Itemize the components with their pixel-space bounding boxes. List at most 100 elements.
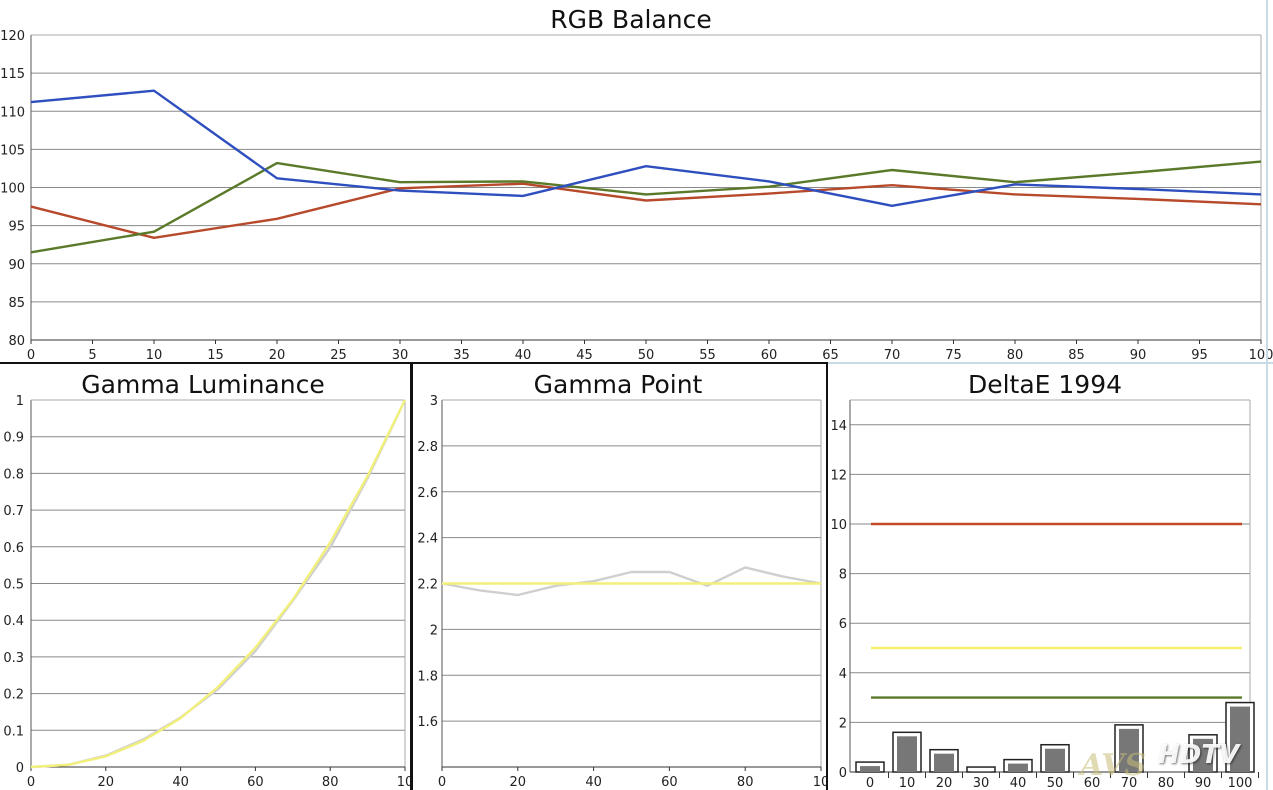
deltae-bar	[971, 771, 991, 772]
gamma-luminance-chart: 0 0.1 0.2 0.3 0.4 0.5 0.6 0.7 0.8 0.9 1 Gamma Lumin…	[3, 370, 413, 790]
gamma-lum-y-tick-label: 1	[16, 394, 24, 409]
rgb-x-tick-label: 40	[515, 348, 532, 363]
deltae-y-tick-label: 6	[839, 617, 847, 632]
rgb-x-tick-label: 55	[699, 348, 716, 363]
gamma-point-x-tick-label: 20	[510, 775, 527, 790]
watermark-logo: AVS HDTV	[1080, 740, 1266, 788]
rgb-series-line	[30, 160, 1262, 254]
gamma-lum-y-tick-label: 0.2	[3, 688, 24, 703]
deltae-y-tick-label: 4	[839, 667, 847, 682]
rgb-x-tick-label: 95	[1191, 348, 1208, 363]
gamma-lum-y-tick-label: 0.7	[3, 504, 24, 519]
rgb-x-tick-label: 35	[453, 348, 470, 363]
deltae-title: DeltaE 1994	[968, 370, 1122, 399]
rgb-y-tick-label: 105	[0, 143, 25, 158]
rgb-series-line	[30, 182, 1262, 240]
deltae-x-tick-label: 60	[1084, 776, 1101, 790]
deltae-bar	[897, 736, 917, 772]
gamma-lum-x-tick-label: 0	[27, 775, 35, 790]
gamma-point-y-tick-label: 2	[430, 623, 438, 638]
rgb-x-tick-label: 75	[945, 348, 962, 363]
rgb-y-tick-label: 85	[8, 296, 25, 311]
deltae-x-tick-label: 10	[899, 776, 916, 790]
deltae-bar	[1230, 706, 1250, 772]
rgb-x-tick-label: 20	[269, 348, 286, 363]
rgb-y-tick-label: 100	[0, 182, 25, 197]
gamma-point-y-tick-label: 1.8	[417, 669, 438, 684]
deltae-y-tick-label: 8	[839, 568, 847, 583]
panel-divider-horizontal	[0, 362, 828, 364]
rgb-x-tick-label: 45	[576, 348, 593, 363]
deltae-x-tick-label: 20	[936, 776, 953, 790]
gamma-point-y-tick-label: 2.8	[417, 440, 438, 455]
rgb-y-tick-label: 115	[0, 67, 25, 82]
deltae-bar	[1193, 738, 1213, 772]
gamma-lum-y-tick-label: 0.6	[3, 541, 24, 556]
deltae-bar	[1045, 748, 1065, 772]
gamma-point-y-tick-label: 3	[430, 394, 438, 409]
gamma-point-x-tick-label: 0	[438, 775, 446, 790]
deltae-y-tick-label: 14	[830, 419, 847, 434]
rgb-x-tick-label: 25	[330, 348, 347, 363]
deltae-x-tick-label: 100	[1228, 776, 1253, 790]
watermark-hdtv: HDTV	[1158, 740, 1240, 770]
deltae-x-tick-label: 80	[1158, 776, 1175, 790]
gamma-lum-x-tick-label: 10	[397, 775, 414, 790]
gamma-lum-x-tick-label: 40	[172, 775, 189, 790]
deltae-bar	[1119, 728, 1139, 772]
watermark-avs: AVS	[1080, 748, 1147, 783]
deltae-x-tick-label: 30	[973, 776, 990, 790]
deltae-y-tick-label: 12	[830, 468, 847, 483]
rgb-series-line	[30, 89, 1262, 208]
deltae-x-tick-label: 40	[1010, 776, 1027, 790]
rgb-title: RGB Balance	[550, 5, 712, 34]
gamma-lum-x-tick-label: 60	[247, 775, 264, 790]
gamma-point-y-tick-label: 1.6	[417, 715, 438, 730]
gamma-lum-y-tick-label: 0.5	[3, 578, 24, 593]
rgb-y-tick-label: 120	[0, 29, 25, 44]
gamma-point-series-line	[441, 566, 822, 597]
gamma-point-x-tick-label: 80	[737, 775, 754, 790]
rgb-x-tick-label: 85	[1068, 348, 1085, 363]
gamma-point-title: Gamma Point	[534, 370, 703, 399]
gamma-lum-x-tick-label: 80	[322, 775, 339, 790]
gamma-point-y-tick-label: 2.4	[417, 532, 438, 547]
rgb-y-tick-label: 90	[8, 258, 25, 273]
rgb-y-tick-label: 110	[0, 105, 25, 120]
gamma-lum-y-tick-label: 0.1	[3, 724, 24, 739]
panel-border-right	[1266, 0, 1268, 790]
rgb-x-tick-label: 15	[207, 348, 224, 363]
panel-divider-vertical-1	[410, 362, 413, 790]
gamma-point-x-tick-label: 40	[585, 775, 602, 790]
rgb-x-tick-label: 80	[1007, 348, 1024, 363]
deltae-y-tick-label: 10	[830, 518, 847, 533]
rgb-balance-chart: 80 85 90 95 100 105 110 115 120 RGB Balance 0 5 10 15…	[0, 5, 1273, 363]
panel-divider-vertical-2	[826, 362, 828, 790]
deltae-bar	[860, 766, 880, 772]
gamma-lum-y-tick-label: 0.3	[3, 651, 24, 666]
gamma-point-y-tick-label: 2.2	[417, 578, 438, 593]
gamma-point-x-tick-label: 10	[813, 775, 830, 790]
gamma-point-chart: 1.6 1.8 2 2.2 2.4 2.6 2.8 3 Gamma Point 0 20 40 60 80…	[417, 370, 829, 790]
gamma-point-x-tick-label: 60	[661, 775, 678, 790]
rgb-x-tick-label: 65	[822, 348, 839, 363]
gamma-point-y-tick-label: 2.6	[417, 486, 438, 501]
deltae-x-tick-label: 90	[1195, 776, 1212, 790]
deltae-y-tick-label: 2	[839, 716, 847, 731]
deltae-x-tick-label: 70	[1121, 776, 1138, 790]
gamma-luminance-panel: 0 0.1 0.2 0.3 0.4 0.5 0.6 0.7 0.8 0.9 1 Gamma Lumin…	[0, 364, 413, 790]
rgb-y-tick-label: 95	[8, 220, 25, 235]
rgb-x-tick-label: 100	[1249, 348, 1273, 363]
deltae-x-tick-label: 50	[1047, 776, 1064, 790]
rgb-x-tick-label: 10	[146, 348, 163, 363]
deltae-x-tick-label: 0	[866, 776, 874, 790]
deltae-chart: 0 2 4 6 8 10 12 14 DeltaE 1994 0 10 20 30 40 50 60 70 80 9…	[830, 370, 1259, 790]
deltae-panel: 0 2 4 6 8 10 12 14 DeltaE 1994 0 10 20 30 40 50 60 70 80 9…	[828, 364, 1273, 790]
rgb-x-tick-label: 60	[761, 348, 778, 363]
deltae-y-tick-label: 0	[839, 766, 847, 781]
rgb-x-tick-label: 0	[27, 348, 35, 363]
rgb-balance-panel: 80 85 90 95 100 105 110 115 120 RGB Balance 0 5 10 15…	[0, 0, 1273, 363]
rgb-x-tick-label: 50	[638, 348, 655, 363]
rgb-x-tick-label: 90	[1130, 348, 1147, 363]
rgb-x-tick-label: 5	[88, 348, 96, 363]
